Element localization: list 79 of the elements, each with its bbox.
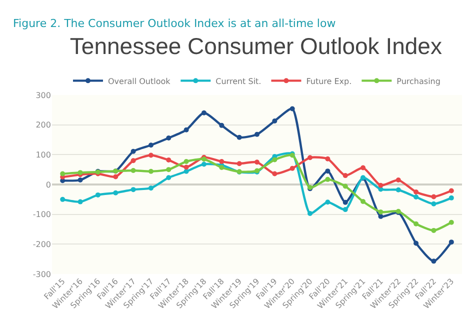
point <box>130 148 136 154</box>
point <box>290 106 295 112</box>
point <box>201 162 206 167</box>
point <box>219 159 224 164</box>
point <box>272 157 278 162</box>
point <box>431 194 436 200</box>
y-tick-label: 0 <box>46 180 51 190</box>
point <box>360 199 366 204</box>
point <box>166 175 172 180</box>
point <box>448 195 454 200</box>
legend-label: Purchasing <box>396 76 440 86</box>
point <box>342 173 348 178</box>
point <box>148 142 154 148</box>
y-tick-label: -300 <box>32 270 51 279</box>
point <box>325 156 330 162</box>
point <box>148 168 154 174</box>
point <box>448 240 454 245</box>
point <box>325 200 330 205</box>
point <box>272 171 278 176</box>
point <box>342 200 348 205</box>
point <box>325 168 330 174</box>
legend-label: Current Sit. <box>216 76 262 86</box>
point <box>184 127 189 132</box>
point <box>308 155 313 160</box>
point <box>325 176 330 182</box>
legend-label: Overall Outlook <box>108 76 171 86</box>
point <box>378 209 384 214</box>
point <box>290 166 295 171</box>
point <box>95 192 100 198</box>
point <box>166 135 172 140</box>
point <box>378 182 384 188</box>
point <box>414 194 419 200</box>
point <box>166 158 172 163</box>
point <box>130 187 136 192</box>
point <box>130 158 136 164</box>
point <box>431 228 436 233</box>
point <box>78 199 83 204</box>
point <box>130 168 136 173</box>
point <box>236 161 242 166</box>
chart-title: Tennessee Consumer Outlook Index <box>70 33 442 60</box>
point <box>184 159 189 164</box>
caption: Figure 2. The Consumer Outlook Index is at an all-time low <box>13 17 336 30</box>
point <box>448 188 454 194</box>
point <box>448 220 454 225</box>
point <box>148 186 154 191</box>
point <box>360 165 366 170</box>
y-tick-label: 100 <box>36 150 51 160</box>
y-tick-label: -200 <box>32 240 51 249</box>
point <box>184 168 189 174</box>
point <box>414 240 419 246</box>
point <box>184 164 189 170</box>
point <box>219 122 224 128</box>
point <box>113 174 118 180</box>
point <box>414 189 419 194</box>
point <box>219 165 224 170</box>
point <box>78 178 83 183</box>
point <box>254 132 260 137</box>
point <box>414 221 419 226</box>
point <box>60 171 66 176</box>
point <box>308 210 313 216</box>
point <box>166 167 172 172</box>
point <box>201 110 206 116</box>
point <box>378 214 384 219</box>
point <box>396 187 401 192</box>
point <box>60 196 66 202</box>
point <box>431 258 436 264</box>
point <box>431 201 436 206</box>
point <box>254 160 260 165</box>
point <box>396 178 401 183</box>
y-tick-label: 200 <box>36 120 51 130</box>
point <box>272 118 278 124</box>
y-tick-label: 300 <box>36 90 51 100</box>
point <box>342 184 348 189</box>
point <box>236 134 242 140</box>
point <box>148 152 154 158</box>
point <box>342 207 348 212</box>
point <box>113 190 118 196</box>
y-tick-label: -100 <box>32 210 51 220</box>
legend-label: Future Exp. <box>306 76 352 86</box>
